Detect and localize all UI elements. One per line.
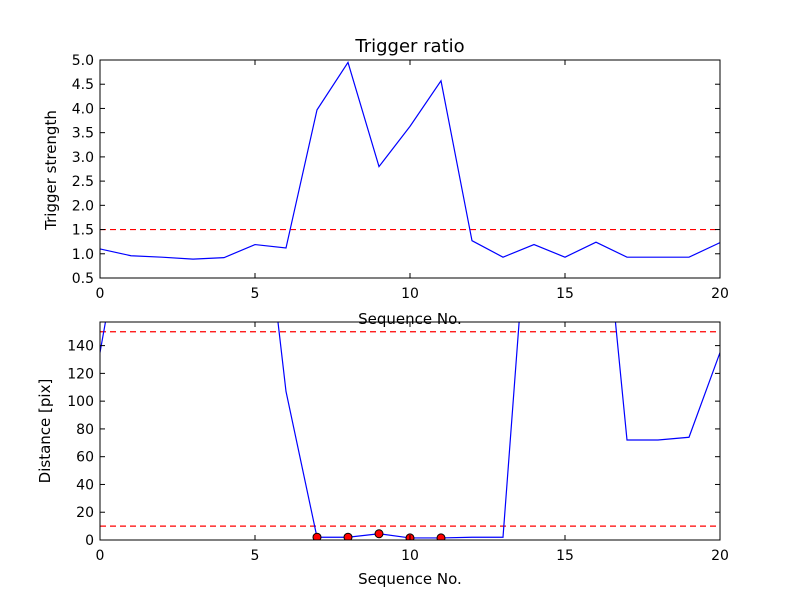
- data-point: [436, 533, 446, 540]
- y-tick-label: 4.5: [72, 77, 94, 93]
- y-tick-label: 3.0: [72, 150, 94, 166]
- x-tick-label: 15: [556, 548, 574, 564]
- plot-area: [100, 61, 720, 260]
- y-tick-label: 1.0: [72, 247, 94, 263]
- y-tick-label: 60: [76, 450, 94, 466]
- series-line: [100, 61, 720, 260]
- x-tick-label: 15: [556, 286, 574, 302]
- data-point: [374, 529, 384, 539]
- y-tick-label: 5.0: [72, 53, 94, 69]
- y-tick-label: 40: [76, 477, 94, 493]
- y-tick-label: 2.0: [72, 198, 94, 214]
- chart-title: Trigger ratio: [354, 36, 464, 57]
- y-tick-label: 80: [76, 422, 94, 438]
- data-point: [343, 532, 353, 540]
- x-tick-label: 20: [711, 286, 729, 302]
- x-axis-label: Sequence No.: [358, 310, 462, 328]
- x-tick-label: 10: [401, 548, 419, 564]
- y-tick-label: 4.0: [72, 101, 94, 117]
- y-tick-label: 2.5: [72, 174, 94, 190]
- trigger-ratio-chart: Trigger ratio Sequence No. Trigger stren…: [42, 36, 729, 328]
- x-tick-label: 5: [251, 548, 260, 564]
- x-tick-label: 5: [251, 286, 260, 302]
- data-point: [312, 532, 322, 540]
- distance-chart: Sequence No. Distance [pix] 0 5 10 15 20 0 20 4…: [36, 321, 729, 588]
- y-axis-label: Trigger strength: [42, 110, 60, 231]
- y-tick-label: 120: [67, 366, 94, 382]
- x-tick-label: 20: [711, 548, 729, 564]
- x-tick-label: 10: [401, 286, 419, 302]
- y-tick-label: 140: [67, 339, 94, 355]
- x-tick-label: 0: [96, 548, 105, 564]
- y-tick-label: 0: [85, 533, 94, 549]
- y-axis-label: Distance [pix]: [36, 379, 54, 484]
- y-tick-label: 20: [76, 505, 94, 521]
- y-tick-label: 100: [67, 394, 94, 410]
- x-axis-label: Sequence No.: [358, 570, 462, 588]
- x-tick-label: 0: [96, 286, 105, 302]
- y-tick-label: 1.5: [72, 223, 94, 239]
- y-tick-label: 3.5: [72, 126, 94, 142]
- y-tick-label: 0.5: [72, 271, 94, 287]
